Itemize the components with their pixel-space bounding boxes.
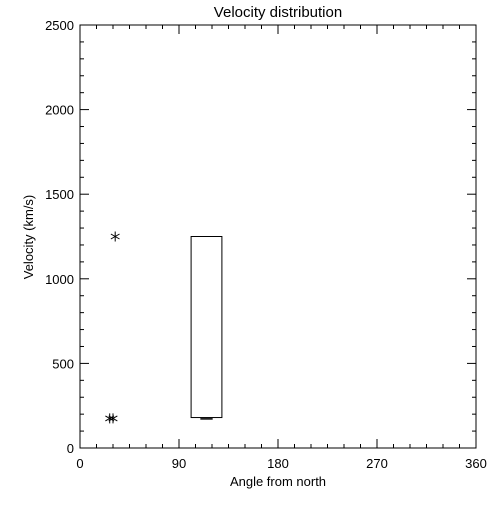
x-tick-label: 180 (267, 456, 289, 471)
y-tick-label: 2000 (45, 103, 74, 118)
x-axis-label: Angle from north (230, 474, 326, 489)
point-stroke (110, 233, 120, 240)
x-tick-label: 90 (172, 456, 186, 471)
chart-title: Velocity distribution (214, 4, 342, 21)
y-axis-label: Velocity (km/s) (21, 195, 36, 280)
box (190, 236, 223, 419)
y-tick-label: 2500 (45, 18, 74, 33)
x-tick-label: 0 (76, 456, 83, 471)
y-tick-label: 1500 (45, 187, 74, 202)
point-stroke (108, 415, 118, 422)
y-tick-label: 500 (52, 356, 74, 371)
point (110, 231, 120, 242)
y-tick-label: 0 (67, 441, 74, 456)
point (108, 413, 118, 424)
x-tick-label: 360 (465, 456, 487, 471)
x-tick-label: 270 (366, 456, 388, 471)
y-tick-label: 1000 (45, 272, 74, 287)
